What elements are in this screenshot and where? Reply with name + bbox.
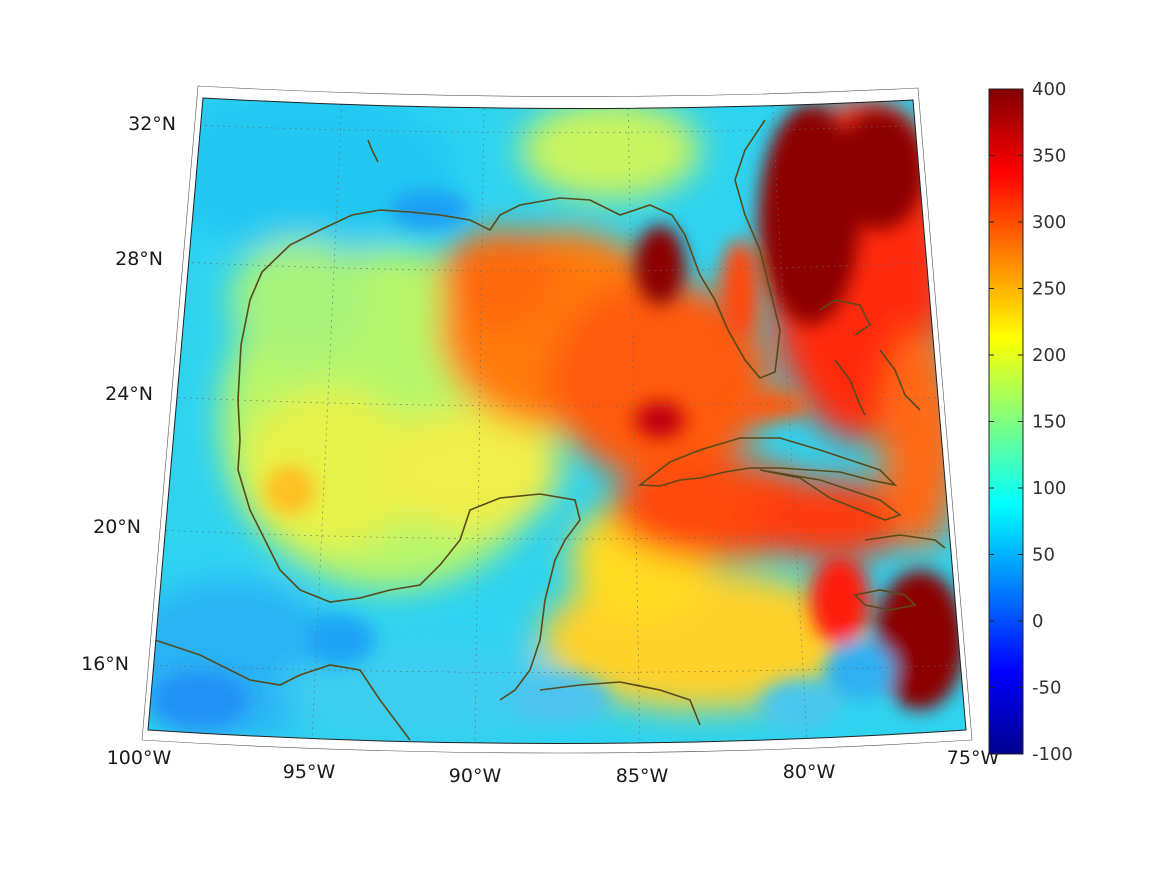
colorbar-tick-label: -50 xyxy=(1032,678,1061,699)
colorbar-tick-label: 0 xyxy=(1032,611,1043,632)
colorbar-tick-label: 100 xyxy=(1032,478,1066,499)
colorbar-tick-label: 150 xyxy=(1032,412,1066,433)
lon-label-90: 90°W xyxy=(449,765,502,787)
lat-label-32: 32°N xyxy=(128,113,176,135)
colorbar-tick-label: 250 xyxy=(1032,279,1066,300)
colorbar-tick-label: 200 xyxy=(1032,345,1066,366)
lon-label-75: 75°W xyxy=(947,747,1000,769)
map-frame xyxy=(147,97,967,744)
colorbar-tick-label: 300 xyxy=(1032,212,1066,233)
map-field xyxy=(148,98,966,744)
colorbar-tick-label: 400 xyxy=(1032,79,1066,100)
lon-label-85: 85°W xyxy=(616,765,669,787)
lat-label-28: 28°N xyxy=(115,248,163,270)
lat-label-16: 16°N xyxy=(81,653,129,675)
lat-label-20: 20°N xyxy=(93,516,141,538)
lon-label-100: 100°W xyxy=(107,747,172,769)
colorbar-tick-label: 50 xyxy=(1032,545,1055,566)
colorbar: 400 350 300 250 200 150 100 50 0 -50 -100 xyxy=(988,79,1073,765)
lon-label-80: 80°W xyxy=(783,761,836,783)
colorbar-gradient xyxy=(988,88,1024,755)
lon-label-95: 95°W xyxy=(283,761,336,783)
colorbar-tick-label: -100 xyxy=(1032,744,1073,765)
colorbar-ticks: 400 350 300 250 200 150 100 50 0 -50 -100 xyxy=(989,79,1073,765)
colorbar-tick-label: 350 xyxy=(1032,146,1066,167)
lat-label-24: 24°N xyxy=(105,383,153,405)
